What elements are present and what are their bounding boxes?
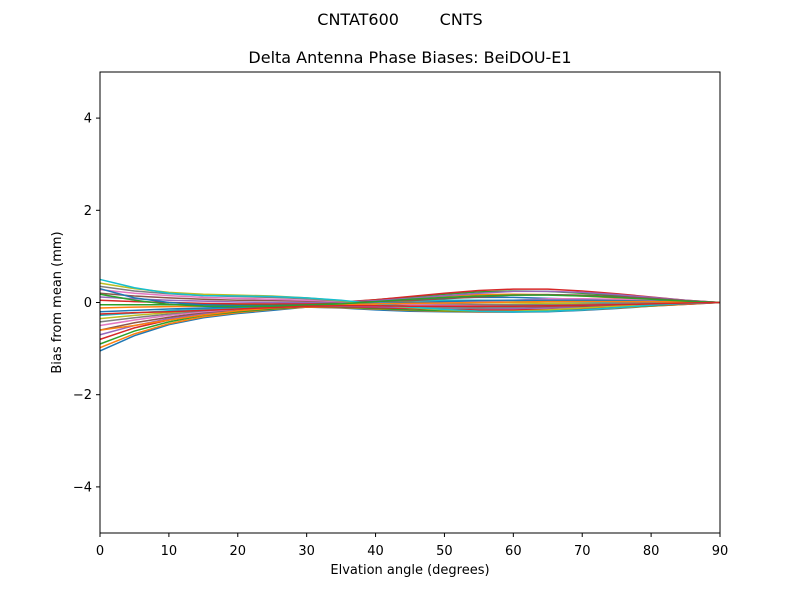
series-line — [99, 288, 721, 305]
y-tick-label: 4 — [84, 112, 92, 127]
series-line — [99, 293, 721, 308]
x-tick-label: 50 — [436, 544, 453, 559]
series-line — [99, 292, 721, 304]
x-tick-label: 10 — [161, 544, 178, 559]
x-axis-label: Elvation angle (degrees) — [330, 563, 489, 578]
x-tick-label: 20 — [230, 544, 247, 559]
series-line — [99, 290, 721, 304]
series-lines — [99, 278, 721, 352]
y-axis-label: Bias from mean (mm) — [50, 231, 65, 373]
series-line — [99, 301, 721, 315]
y-tick-label: −2 — [73, 388, 92, 403]
figure-suptitle: CNTAT600 CNTS — [317, 10, 483, 29]
x-tick-label: 0 — [96, 544, 104, 559]
x-tick-label: 60 — [505, 544, 522, 559]
x-tick-label: 80 — [643, 544, 660, 559]
y-axis-ticks: −4 −2 0 2 4 — [73, 112, 100, 495]
x-tick-label: 30 — [298, 544, 315, 559]
series-line — [99, 300, 721, 331]
y-tick-label: 0 — [84, 296, 92, 311]
x-tick-label: 40 — [367, 544, 384, 559]
x-tick-label: 90 — [712, 544, 729, 559]
y-tick-label: 2 — [84, 204, 92, 219]
x-tick-label: 70 — [574, 544, 591, 559]
series-line — [99, 287, 721, 307]
series-line — [99, 278, 721, 313]
y-tick-label: −4 — [73, 480, 92, 495]
x-axis-ticks: 0 10 20 30 40 50 60 70 80 90 — [96, 533, 728, 559]
chart-title: Delta Antenna Phase Biases: BeiDOU-E1 — [248, 48, 571, 67]
